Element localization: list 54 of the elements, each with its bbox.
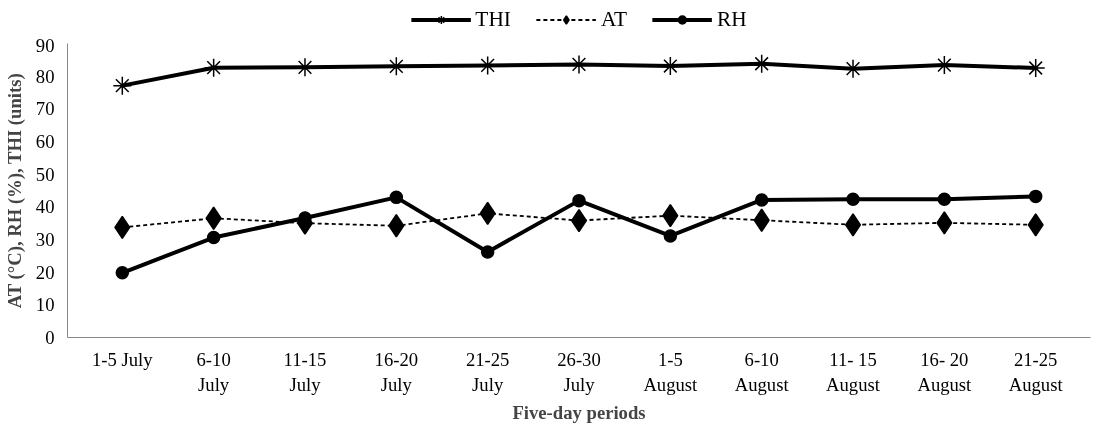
y-tick-label: 0 [45, 327, 55, 348]
x-tick-label: 11-15 July [283, 348, 327, 395]
y-tick-label: 90 [35, 34, 55, 56]
x-tick-label: 6-10 August [734, 348, 790, 395]
point [751, 54, 772, 74]
point [203, 57, 224, 78]
point [569, 54, 589, 75]
y-tick-label: 80 [35, 65, 55, 87]
point [843, 58, 863, 79]
x-tick-label: 26-30 July [557, 348, 601, 395]
y-tick-label: 20 [35, 261, 55, 283]
point [936, 211, 953, 235]
point [846, 192, 860, 207]
point [477, 55, 498, 76]
x-tick-label: 16-20 July [374, 348, 419, 395]
y-tick-label: 30 [35, 229, 55, 250]
point [934, 55, 955, 75]
x-tick-label: 16- 20 August [917, 348, 973, 395]
legend-label: THI [475, 6, 511, 32]
point [570, 208, 588, 233]
y-tick-label: 70 [35, 98, 55, 120]
x-tick-label: 11- 15 August [826, 348, 881, 395]
x-tick-label: 1-5 July [91, 348, 154, 370]
point [660, 56, 681, 76]
point [388, 214, 405, 238]
point [753, 208, 770, 232]
x-axis-title: Five-day periods [512, 401, 646, 423]
point [1027, 213, 1044, 237]
y-tick-label: 10 [35, 294, 55, 316]
x-tick-label: 1-5 August [643, 348, 699, 395]
x-tick-label: 6-10 July [196, 348, 231, 395]
point [1028, 189, 1043, 204]
point [115, 266, 130, 280]
point [480, 245, 495, 259]
point [389, 190, 404, 205]
y-tick-label: 50 [35, 163, 55, 185]
point [112, 75, 133, 96]
point [1025, 58, 1046, 78]
point [663, 229, 678, 243]
y-tick-label: 40 [35, 196, 55, 218]
y-tick-label: 60 [35, 131, 55, 152]
point [296, 211, 314, 235]
point [295, 57, 315, 78]
x-tick-label: 21-25 July [465, 348, 510, 395]
legend-label: AT [600, 6, 627, 32]
point [572, 193, 586, 208]
point [937, 192, 952, 207]
point [754, 193, 769, 207]
legend-label: RH [716, 6, 747, 32]
y-axis-title: AT (°C), RH (%), THI (units) [3, 73, 26, 309]
point [386, 56, 407, 77]
x-tick-label: 21-25 August [1008, 348, 1064, 395]
point [844, 213, 862, 237]
point [206, 230, 221, 245]
